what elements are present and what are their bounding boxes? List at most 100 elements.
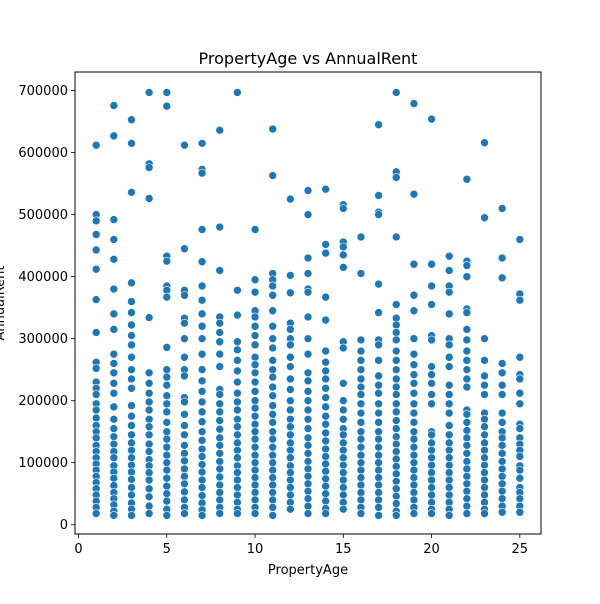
data-point [250, 287, 260, 297]
data-point [497, 472, 507, 481]
data-point [197, 225, 207, 234]
data-point [497, 204, 507, 213]
data-point [391, 447, 401, 456]
data-point [180, 441, 189, 450]
data-point [197, 436, 207, 445]
data-point [497, 390, 507, 399]
data-point [215, 337, 225, 347]
data-point [286, 414, 295, 424]
data-point [162, 450, 172, 460]
data-point [462, 272, 472, 281]
data-point [180, 449, 189, 458]
data-point [515, 388, 525, 398]
data-point [303, 287, 313, 297]
data-point [268, 450, 278, 460]
data-point [338, 460, 348, 470]
data-point [197, 483, 207, 492]
data-point [180, 371, 189, 381]
data-point [91, 509, 101, 518]
data-point [286, 325, 295, 334]
data-point [233, 509, 242, 518]
data-point [497, 486, 507, 496]
axes-layer: 0 5 10 15 20 25 0 100000 200000 300000 400000 50000… [18, 84, 528, 557]
data-point [233, 483, 242, 492]
data-point [462, 433, 472, 443]
data-point [338, 445, 348, 455]
data-point [374, 465, 383, 475]
data-point [444, 266, 454, 275]
data-point [374, 458, 383, 467]
data-point [462, 308, 472, 317]
data-point [215, 318, 225, 328]
data-point [250, 403, 260, 413]
data-point [215, 349, 225, 359]
data-point [127, 421, 136, 430]
data-point [303, 457, 313, 466]
data-point [215, 399, 225, 409]
data-point [215, 222, 225, 232]
data-point [321, 357, 330, 367]
data-point [497, 253, 507, 263]
data-point [321, 411, 330, 421]
data-point [427, 460, 436, 470]
data-point [303, 349, 313, 359]
data-point [409, 408, 419, 418]
data-point [427, 362, 436, 371]
data-point [321, 481, 330, 491]
data-point [250, 275, 260, 285]
data-point [374, 399, 383, 409]
data-point [303, 501, 313, 511]
data-point [303, 334, 313, 343]
data-point [356, 399, 366, 409]
data-point [374, 408, 383, 418]
data-point [444, 438, 454, 448]
data-point [338, 483, 348, 492]
data-point [462, 449, 472, 458]
data-point [250, 434, 260, 444]
y-tick-label: 400000 [18, 270, 68, 285]
data-point [444, 251, 454, 261]
data-point [286, 374, 295, 384]
data-point [197, 376, 207, 386]
data-point [144, 492, 154, 502]
data-point [338, 250, 348, 260]
data-point [391, 346, 401, 356]
data-point [286, 438, 295, 448]
data-point [268, 458, 278, 467]
data-point [497, 464, 507, 474]
data-point [268, 281, 278, 291]
data-point [515, 507, 525, 517]
data-point [444, 483, 454, 492]
data-point [233, 405, 242, 415]
data-point [444, 390, 454, 399]
data-point [233, 356, 242, 365]
data-point [303, 376, 313, 386]
data-point [321, 509, 330, 518]
data-point [109, 131, 119, 141]
data-point [391, 469, 401, 479]
data-point [409, 450, 419, 460]
data-point [480, 475, 489, 485]
data-point [268, 290, 278, 300]
data-point [391, 511, 401, 520]
data-point [215, 433, 225, 443]
data-point [109, 402, 119, 412]
data-point [374, 503, 383, 512]
data-point [374, 511, 383, 520]
data-point [374, 450, 383, 460]
data-point [215, 390, 225, 399]
data-point [268, 495, 278, 505]
data-point [321, 315, 330, 325]
data-point [409, 480, 419, 490]
data-point [127, 331, 136, 340]
data-point [356, 495, 366, 505]
data-point [462, 457, 472, 466]
data-point [338, 475, 348, 485]
data-point [109, 388, 119, 398]
data-point [356, 365, 366, 374]
data-point [109, 349, 119, 359]
data-point [162, 372, 172, 382]
data-point [215, 441, 225, 450]
data-point [338, 453, 348, 463]
data-point [462, 335, 472, 345]
